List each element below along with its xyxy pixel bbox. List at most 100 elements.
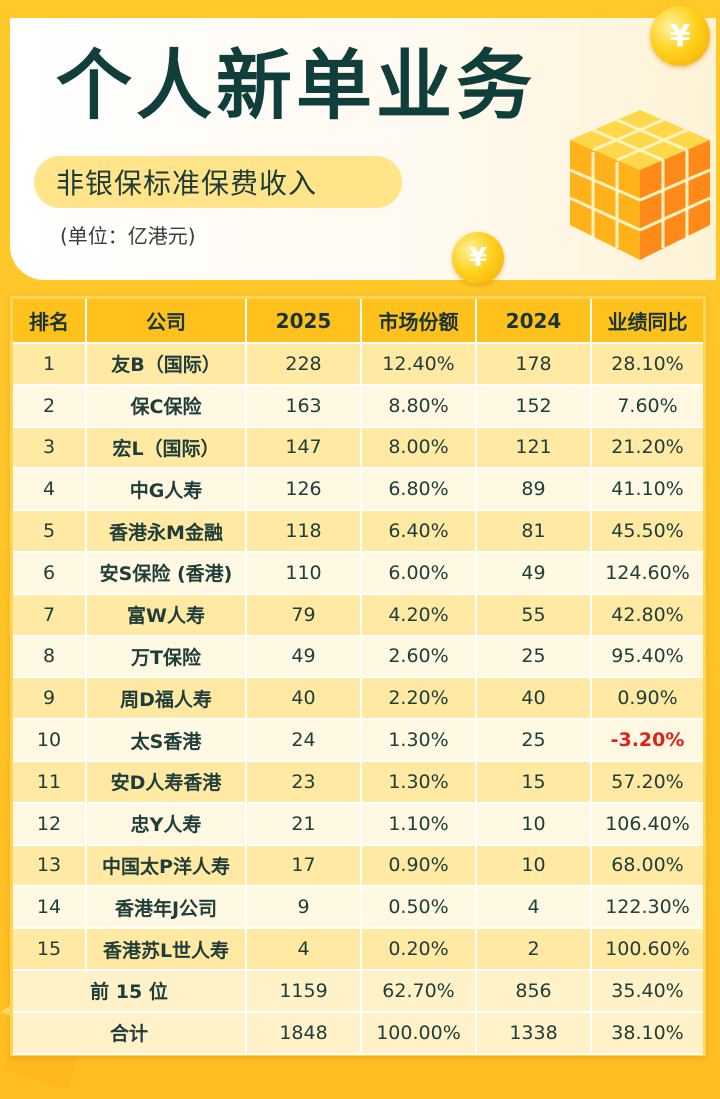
cell-y2025: 79 — [246, 593, 362, 637]
cell-share: 2.20% — [361, 677, 477, 721]
cell-company: 万T保险 — [86, 635, 247, 679]
cell-y2025: 118 — [246, 510, 362, 553]
cell-y2024: 856 — [476, 969, 592, 1013]
cell-yoy: 68.00% — [591, 844, 703, 888]
page-title: 个人新单业务 — [56, 41, 536, 130]
cell-company: 香港年J公司 — [86, 886, 247, 930]
cell-y2025: 9 — [246, 886, 362, 930]
table-row: 10 太S香港 24 1.30% 25 -3.20% — [13, 719, 703, 762]
cell-share: 1.30% — [361, 760, 477, 804]
cell-share: 8.80% — [361, 384, 477, 428]
cell-y2024: 15 — [476, 760, 592, 804]
cell-y2024: 49 — [476, 551, 592, 595]
coin-symbol: ¥ — [468, 243, 488, 273]
cell-rank: 1 — [13, 343, 87, 386]
cell-rank: 8 — [13, 635, 87, 679]
cell-y2025: 17 — [246, 844, 362, 888]
cell-rank: 15 — [13, 928, 87, 971]
table-row: 6 安S保险 (香港) 110 6.00% 49 124.60% — [13, 551, 703, 595]
table-row: 9 周D福人寿 40 2.20% 40 0.90% — [13, 677, 703, 721]
cell-company: 安S保险 (香港) — [86, 551, 247, 595]
cell-rank: 14 — [13, 886, 87, 930]
cell-y2025: 1159 — [246, 969, 362, 1013]
cell-yoy: 0.90% — [591, 677, 703, 721]
cell-y2025: 49 — [246, 635, 362, 679]
cell-yoy: 42.80% — [591, 593, 703, 637]
cell-share: 4.20% — [361, 593, 477, 637]
cell-y2024: 121 — [476, 426, 592, 470]
table-row: 15 香港苏L世人寿 4 0.20% 2 100.60% — [13, 928, 703, 971]
cell-rank: 12 — [13, 802, 87, 846]
summary-row: 合计 1848 100.00% 1338 38.10% — [13, 1011, 703, 1055]
cell-yoy: 41.10% — [591, 468, 703, 512]
summary-row: 前 15 位 1159 62.70% 856 35.40% — [13, 969, 703, 1013]
cell-yoy: 57.20% — [591, 760, 703, 804]
table-header-row: 排名 公司 2025 市场份额 2024 业绩同比 — [13, 299, 703, 344]
cell-share: 2.60% — [361, 635, 477, 679]
cell-yoy: 106.40% — [591, 802, 703, 846]
cell-y2024: 25 — [476, 635, 592, 679]
cell-yoy: 21.20% — [591, 426, 703, 470]
cell-share: 100.00% — [361, 1011, 477, 1055]
cell-y2024: 2 — [476, 928, 592, 971]
cell-y2025: 21 — [246, 802, 362, 846]
column-header: 市场份额 — [361, 299, 477, 344]
cell-company: 宏L（国际） — [86, 426, 247, 470]
cell-rank: 10 — [13, 719, 87, 762]
summary-label: 前 15 位 — [13, 969, 247, 1013]
ranking-table: 排名 公司 2025 市场份额 2024 业绩同比 1 友B（国际） 228 12.40% 178… — [10, 296, 706, 1056]
cell-y2024: 40 — [476, 677, 592, 721]
subtitle-text: 非银保标准保费收入 — [56, 167, 318, 200]
cell-y2025: 40 — [246, 677, 362, 721]
cell-y2024: 81 — [476, 510, 592, 553]
cell-company: 周D福人寿 — [86, 677, 247, 721]
table-row: 14 香港年J公司 9 0.50% 4 122.30% — [13, 886, 703, 930]
cell-company: 香港苏L世人寿 — [86, 928, 247, 971]
cell-y2025: 126 — [246, 468, 362, 512]
cell-yoy: 100.60% — [591, 928, 703, 971]
cell-share: 0.50% — [361, 886, 477, 930]
cell-y2025: 163 — [246, 384, 362, 428]
coin-symbol: ¥ — [669, 18, 691, 54]
cell-y2024: 55 — [476, 593, 592, 637]
table-row: 13 中国太P洋人寿 17 0.90% 10 68.00% — [13, 844, 703, 888]
cell-share: 8.00% — [361, 426, 477, 470]
cell-rank: 6 — [13, 551, 87, 595]
summary-label: 合计 — [13, 1011, 247, 1055]
table-row: 3 宏L（国际） 147 8.00% 121 21.20% — [13, 426, 703, 470]
cell-y2025: 228 — [246, 343, 362, 386]
column-header: 业绩同比 — [591, 299, 703, 344]
column-header: 公司 — [86, 299, 247, 344]
table-row: 5 香港永M金融 118 6.40% 81 45.50% — [13, 510, 703, 553]
rubiks-cube-icon — [569, 110, 711, 260]
cell-rank: 11 — [13, 760, 87, 804]
cell-share: 0.90% — [361, 844, 477, 888]
cell-yoy: 124.60% — [591, 551, 703, 595]
cell-rank: 3 — [13, 426, 87, 470]
cell-y2024: 178 — [476, 343, 592, 386]
cell-y2025: 24 — [246, 719, 362, 762]
column-header: 2025 — [246, 299, 362, 344]
cell-yoy: 7.60% — [591, 384, 703, 428]
cell-y2025: 110 — [246, 551, 362, 595]
cell-yoy: 28.10% — [591, 343, 703, 386]
column-header: 2024 — [476, 299, 592, 344]
cell-company: 太S香港 — [86, 719, 247, 762]
cell-rank: 7 — [13, 593, 87, 637]
cell-company: 保C保险 — [86, 384, 247, 428]
cell-y2025: 1848 — [246, 1011, 362, 1055]
table-row: 7 富W人寿 79 4.20% 55 42.80% — [13, 593, 703, 637]
cell-share: 6.80% — [361, 468, 477, 512]
subtitle-pill: 非银保标准保费收入 — [34, 156, 402, 208]
cell-rank: 9 — [13, 677, 87, 721]
cell-company: 富W人寿 — [86, 593, 247, 637]
cell-yoy: 95.40% — [591, 635, 703, 679]
cell-share: 12.40% — [361, 343, 477, 386]
cell-y2025: 23 — [246, 760, 362, 804]
table-row: 12 忠Y人寿 21 1.10% 10 106.40% — [13, 802, 703, 846]
cell-share: 0.20% — [361, 928, 477, 971]
cell-y2024: 10 — [476, 844, 592, 888]
cell-y2024: 1338 — [476, 1011, 592, 1055]
cell-y2024: 89 — [476, 468, 592, 512]
cell-share: 62.70% — [361, 969, 477, 1013]
